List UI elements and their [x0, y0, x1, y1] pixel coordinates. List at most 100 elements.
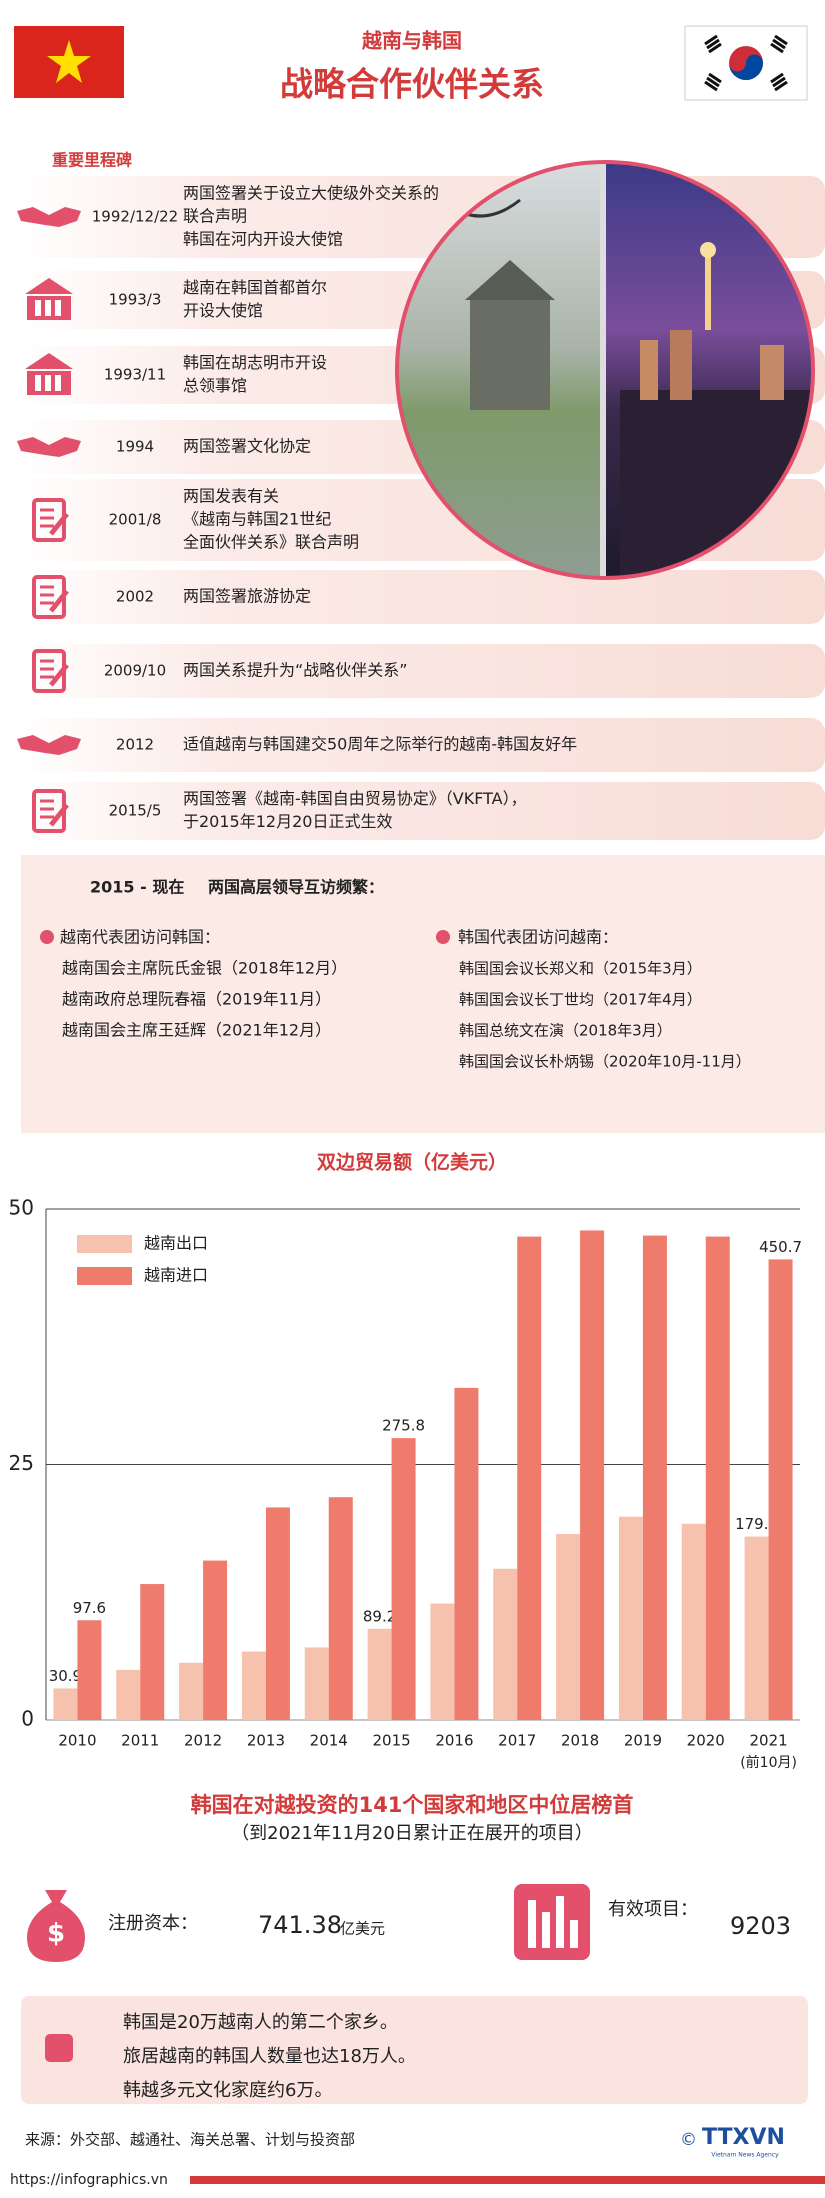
pen: [49, 803, 69, 827]
milestone-text: 适值越南与韩国建交50周年之际举行的越南-韩国友好年: [183, 735, 577, 754]
milestone-date: 1992/12/22: [92, 208, 178, 226]
projects-label: 有效项目：: [608, 1899, 698, 1920]
footer-bar: [190, 2176, 825, 2184]
column: [55, 300, 61, 316]
visit-item: 越南国会主席王廷辉（2021年12月）: [62, 1021, 331, 1040]
fact: 旅居越南的韩国人数量也达18万人。: [123, 2046, 416, 2067]
visit-item: 韩国国会议长郑义和（2015年3月）: [459, 960, 702, 978]
header-subtitle: 战略合作伙伴关系: [280, 65, 544, 104]
milestone-date: 2002: [116, 588, 154, 606]
bar: [618, 1516, 643, 1720]
visit-item: 越南国会主席阮氏金银（2018年12月）: [62, 959, 347, 978]
pen: [49, 663, 69, 687]
icon-doc: [32, 649, 69, 693]
bar: [367, 1628, 392, 1720]
icon-hand: [17, 735, 81, 755]
bar: [642, 1235, 667, 1720]
column: [55, 375, 61, 391]
facts-icon: [45, 2034, 73, 2062]
milestone-text: 两国签署文化协定: [183, 437, 311, 456]
korea-visits-title: 韩国代表团访问越南：: [458, 928, 618, 947]
x-tick-label: 2020: [687, 1732, 725, 1750]
bar: [140, 1584, 165, 1720]
value-label: 89.2: [363, 1607, 396, 1625]
capital-value: 741.38: [258, 1911, 342, 1939]
handshake: [17, 437, 81, 457]
milestone-date: 1993/11: [104, 366, 166, 384]
visit-item: 韩国国会议长朴炳锡（2020年10月-11月）: [459, 1053, 751, 1071]
bullet: [40, 930, 54, 944]
bar: [265, 1507, 290, 1720]
column: [45, 375, 51, 391]
projects-value: 9203: [730, 1912, 791, 1940]
visits-period: 2015 - 现在: [90, 878, 184, 897]
chart-title: 双边贸易额（亿美元）: [317, 1151, 507, 1174]
source: 来源：外交部、越通社、海关总署、计划与投资部: [25, 2131, 355, 2149]
handshake: [17, 207, 81, 227]
value-label: 97.6: [73, 1599, 106, 1617]
y-tick-label: 50: [9, 1196, 34, 1220]
investment-title: 韩国在对越投资的141个国家和地区中位居榜首: [191, 1793, 634, 1817]
bar: [430, 1603, 455, 1720]
visit-item: 韩国国会议长丁世均（2017年4月）: [459, 991, 702, 1009]
milestone-row: [14, 570, 825, 624]
milestone-text: 两国关系提升为“战略伙伴关系”: [183, 661, 408, 680]
visits-heading: 两国高层领导互访频繁：: [208, 878, 384, 897]
legend-swatch: [77, 1267, 132, 1285]
projects-icon: [514, 1884, 590, 1960]
visit-lists: 越南国会主席阮氏金银（2018年12月） 越南政府总理阮春福（2019年11月） 越…: [62, 959, 751, 1071]
vietnam-visits-title: 越南代表团访问韩国：: [60, 928, 220, 947]
milestone-text: 越南在韩国首都首尔: [183, 278, 327, 297]
bar: [304, 1647, 329, 1720]
x-tick-label: 2013: [247, 1732, 285, 1750]
value-label: 30.9: [49, 1667, 82, 1685]
milestone-text: 开设大使馆: [183, 301, 263, 320]
category-note: (前10月): [740, 1754, 797, 1771]
value-label: 275.8: [382, 1417, 425, 1435]
trade-chart: 双边贸易额（亿美元） 0 25 50 30.9 89.2 179.5 97.6 275.8 45…: [9, 1151, 803, 1772]
icon-doc: [32, 789, 69, 833]
milestone-text: 两国签署关于设立大使级外交关系的: [183, 184, 439, 203]
bar: [556, 1533, 581, 1720]
taeguk-blue: [729, 54, 763, 80]
fact: 韩越多元文化家庭约6万。: [123, 2080, 332, 2101]
milestone-text: 两国签署旅游协定: [183, 587, 311, 606]
bar: [493, 1568, 518, 1720]
icon-doc: [32, 575, 69, 619]
x-tick-label: 2021: [749, 1732, 787, 1750]
x-tick-label: 2015: [372, 1732, 410, 1750]
copyright: ©: [680, 2130, 697, 2150]
visit-item: 越南政府总理阮春福（2019年11月）: [62, 990, 331, 1009]
bar: [580, 1230, 605, 1720]
bar: [768, 1259, 793, 1720]
svg-text:$: $: [47, 1919, 65, 1949]
logo: TTXVN: [702, 2125, 785, 2150]
milestone-date: 1993/3: [109, 291, 162, 309]
bar: [744, 1536, 769, 1720]
x-tick-label: 2012: [184, 1732, 222, 1750]
column: [45, 300, 51, 316]
bar: [241, 1651, 266, 1720]
x-tick-label: 2010: [58, 1732, 96, 1750]
flag-star: [47, 40, 91, 83]
y-tick-label: 25: [9, 1451, 34, 1475]
capital-unit: 亿美元: [340, 1920, 385, 1938]
milestone-date: 2012: [116, 736, 154, 754]
value-label: 450.7: [759, 1238, 802, 1256]
bar: [53, 1688, 78, 1720]
bar: [454, 1387, 479, 1720]
header-title: 越南与韩国: [361, 29, 462, 53]
milestone-text: 韩国在胡志明市开设: [183, 353, 327, 372]
pen: [49, 512, 69, 536]
x-tick-label: 2019: [624, 1732, 662, 1750]
milestone-text: 两国签署《越南-韩国自由贸易协定》（VKFTA），: [183, 789, 527, 808]
milestone-row: [14, 718, 825, 772]
icon-hand: [17, 437, 81, 457]
icon-doc: [32, 498, 69, 542]
bar: [328, 1497, 353, 1720]
milestone-text: 联合声明: [183, 207, 247, 226]
bar: [517, 1236, 542, 1720]
